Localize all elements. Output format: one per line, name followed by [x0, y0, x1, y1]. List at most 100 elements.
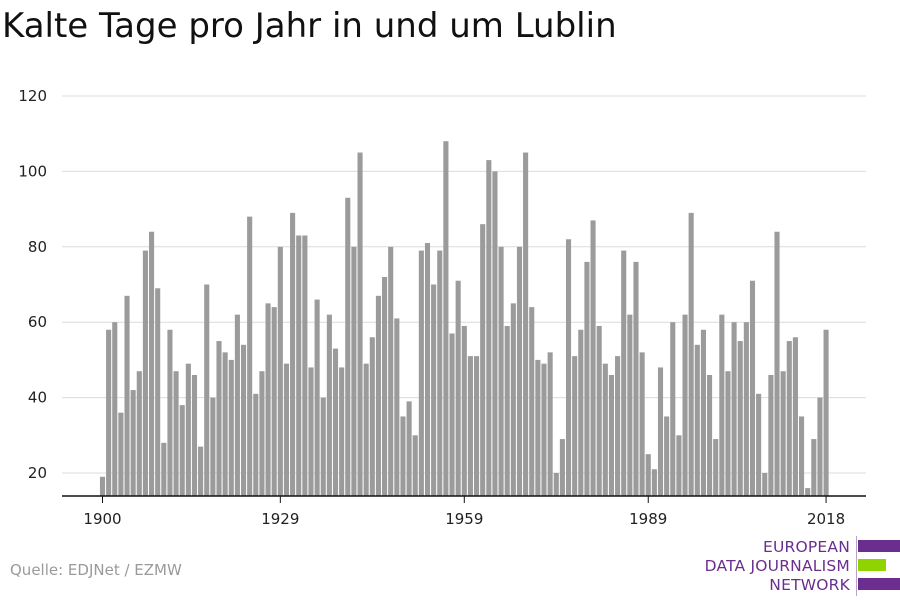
edjnet-logo: EUROPEAN DATA JOURNALISM NETWORK [700, 536, 900, 596]
bar-1973 [547, 352, 553, 496]
bar-1981 [596, 325, 602, 496]
bar-1935 [314, 299, 320, 496]
bar-1923 [240, 344, 247, 496]
bar-1970 [529, 307, 535, 496]
bar-1904 [124, 295, 130, 496]
bar-1998 [700, 329, 706, 496]
bar-1903 [118, 412, 124, 496]
bar-1927 [265, 303, 271, 496]
bar-2002 [725, 371, 731, 496]
bar-1979 [584, 261, 590, 496]
bar-1964 [492, 171, 498, 496]
bar-1914 [185, 363, 191, 496]
bar-1929 [277, 246, 283, 496]
bar-1969 [523, 152, 529, 497]
bar-1982 [602, 363, 608, 496]
bar-1905 [130, 390, 136, 496]
bar-1963 [486, 160, 492, 496]
bar-1950 [406, 401, 412, 496]
bar-1917 [204, 284, 210, 496]
bar-1948 [394, 318, 400, 496]
bar-1994 [676, 435, 682, 496]
bars [99, 141, 829, 497]
bar-1934 [308, 367, 314, 496]
bar-1909 [155, 288, 161, 496]
bar-1985 [621, 250, 627, 496]
bar-1907 [142, 250, 148, 496]
bar-1954 [431, 284, 437, 496]
bar-1910 [161, 442, 167, 496]
bar-1911 [167, 329, 173, 496]
bar-1977 [572, 356, 578, 496]
y-tick-label: 60 [28, 313, 47, 331]
bar-2018 [823, 329, 829, 496]
bar-1999 [707, 374, 713, 496]
bar-1945 [375, 295, 381, 496]
bar-1919 [216, 341, 222, 496]
bar-2011 [780, 371, 786, 496]
bar-1906 [136, 371, 142, 496]
bar-1957 [449, 333, 455, 496]
bar-1939 [339, 367, 345, 496]
bar-1976 [565, 239, 572, 496]
x-axis-ticks: 1900 1929 1959 1989 2018 [83, 496, 845, 528]
bar-1901 [106, 329, 112, 496]
source-note: Quelle: EDJNet / EZMW [10, 561, 182, 579]
bar-1983 [608, 374, 615, 496]
bar-1959 [461, 325, 467, 496]
bar-1995 [682, 314, 688, 496]
bar-1951 [412, 435, 418, 496]
logo-bar-green [858, 559, 886, 571]
bar-1932 [296, 235, 302, 497]
logo-bar-purple-top [858, 540, 900, 552]
bar-2004 [737, 341, 743, 496]
logo-line-2: DATA JOURNALISM [704, 557, 850, 575]
bar-1922 [234, 314, 240, 496]
bar-2006 [749, 280, 756, 496]
y-axis-ticks: 20 40 60 80 100 120 [18, 87, 47, 482]
bar-2016 [811, 439, 817, 496]
bar-1966 [504, 325, 510, 496]
x-tick-label: 1900 [83, 510, 121, 528]
bar-1949 [400, 416, 406, 496]
bar-1965 [498, 246, 504, 496]
bar-1925 [253, 393, 259, 496]
bar-1978 [578, 329, 584, 496]
bar-1933 [302, 235, 308, 497]
bar-1936 [320, 397, 326, 496]
x-tick-label: 2018 [807, 510, 845, 528]
bar-1902 [112, 322, 118, 496]
bar-1986 [627, 314, 633, 496]
bar-1918 [210, 397, 216, 496]
chart-title: Kalte Tage pro Jahr in und um Lublin [2, 6, 617, 46]
bar-2000 [713, 439, 719, 496]
bar-1946 [382, 276, 388, 496]
y-tick-label: 120 [18, 87, 47, 105]
bar-chart: 20 40 60 80 100 120 1900 1929 1959 1989 2018 [18, 87, 866, 528]
bar-1996 [688, 212, 694, 496]
bar-1955 [437, 250, 443, 496]
bar-2001 [719, 314, 725, 496]
logo-line-1: EUROPEAN [762, 538, 850, 556]
bar-2009 [768, 374, 774, 496]
bar-1924 [247, 216, 253, 496]
x-tick-label: 1929 [261, 510, 299, 528]
bar-1941 [351, 246, 357, 496]
y-tick-label: 100 [18, 162, 47, 180]
bar-1915 [191, 374, 198, 496]
bar-1962 [480, 224, 486, 496]
bar-2010 [774, 231, 780, 496]
bar-1990 [651, 469, 657, 496]
bar-1953 [424, 243, 431, 496]
bar-1984 [615, 356, 621, 496]
logo-line-3: NETWORK [769, 576, 850, 594]
bar-1912 [173, 371, 179, 496]
bar-2015 [805, 488, 811, 496]
bar-1975 [559, 439, 565, 496]
bar-1992 [664, 416, 670, 496]
x-tick-label: 1989 [629, 510, 667, 528]
bar-2017 [817, 397, 823, 496]
bar-1987 [633, 261, 639, 496]
bar-1967 [510, 303, 516, 496]
bar-1991 [657, 367, 664, 496]
